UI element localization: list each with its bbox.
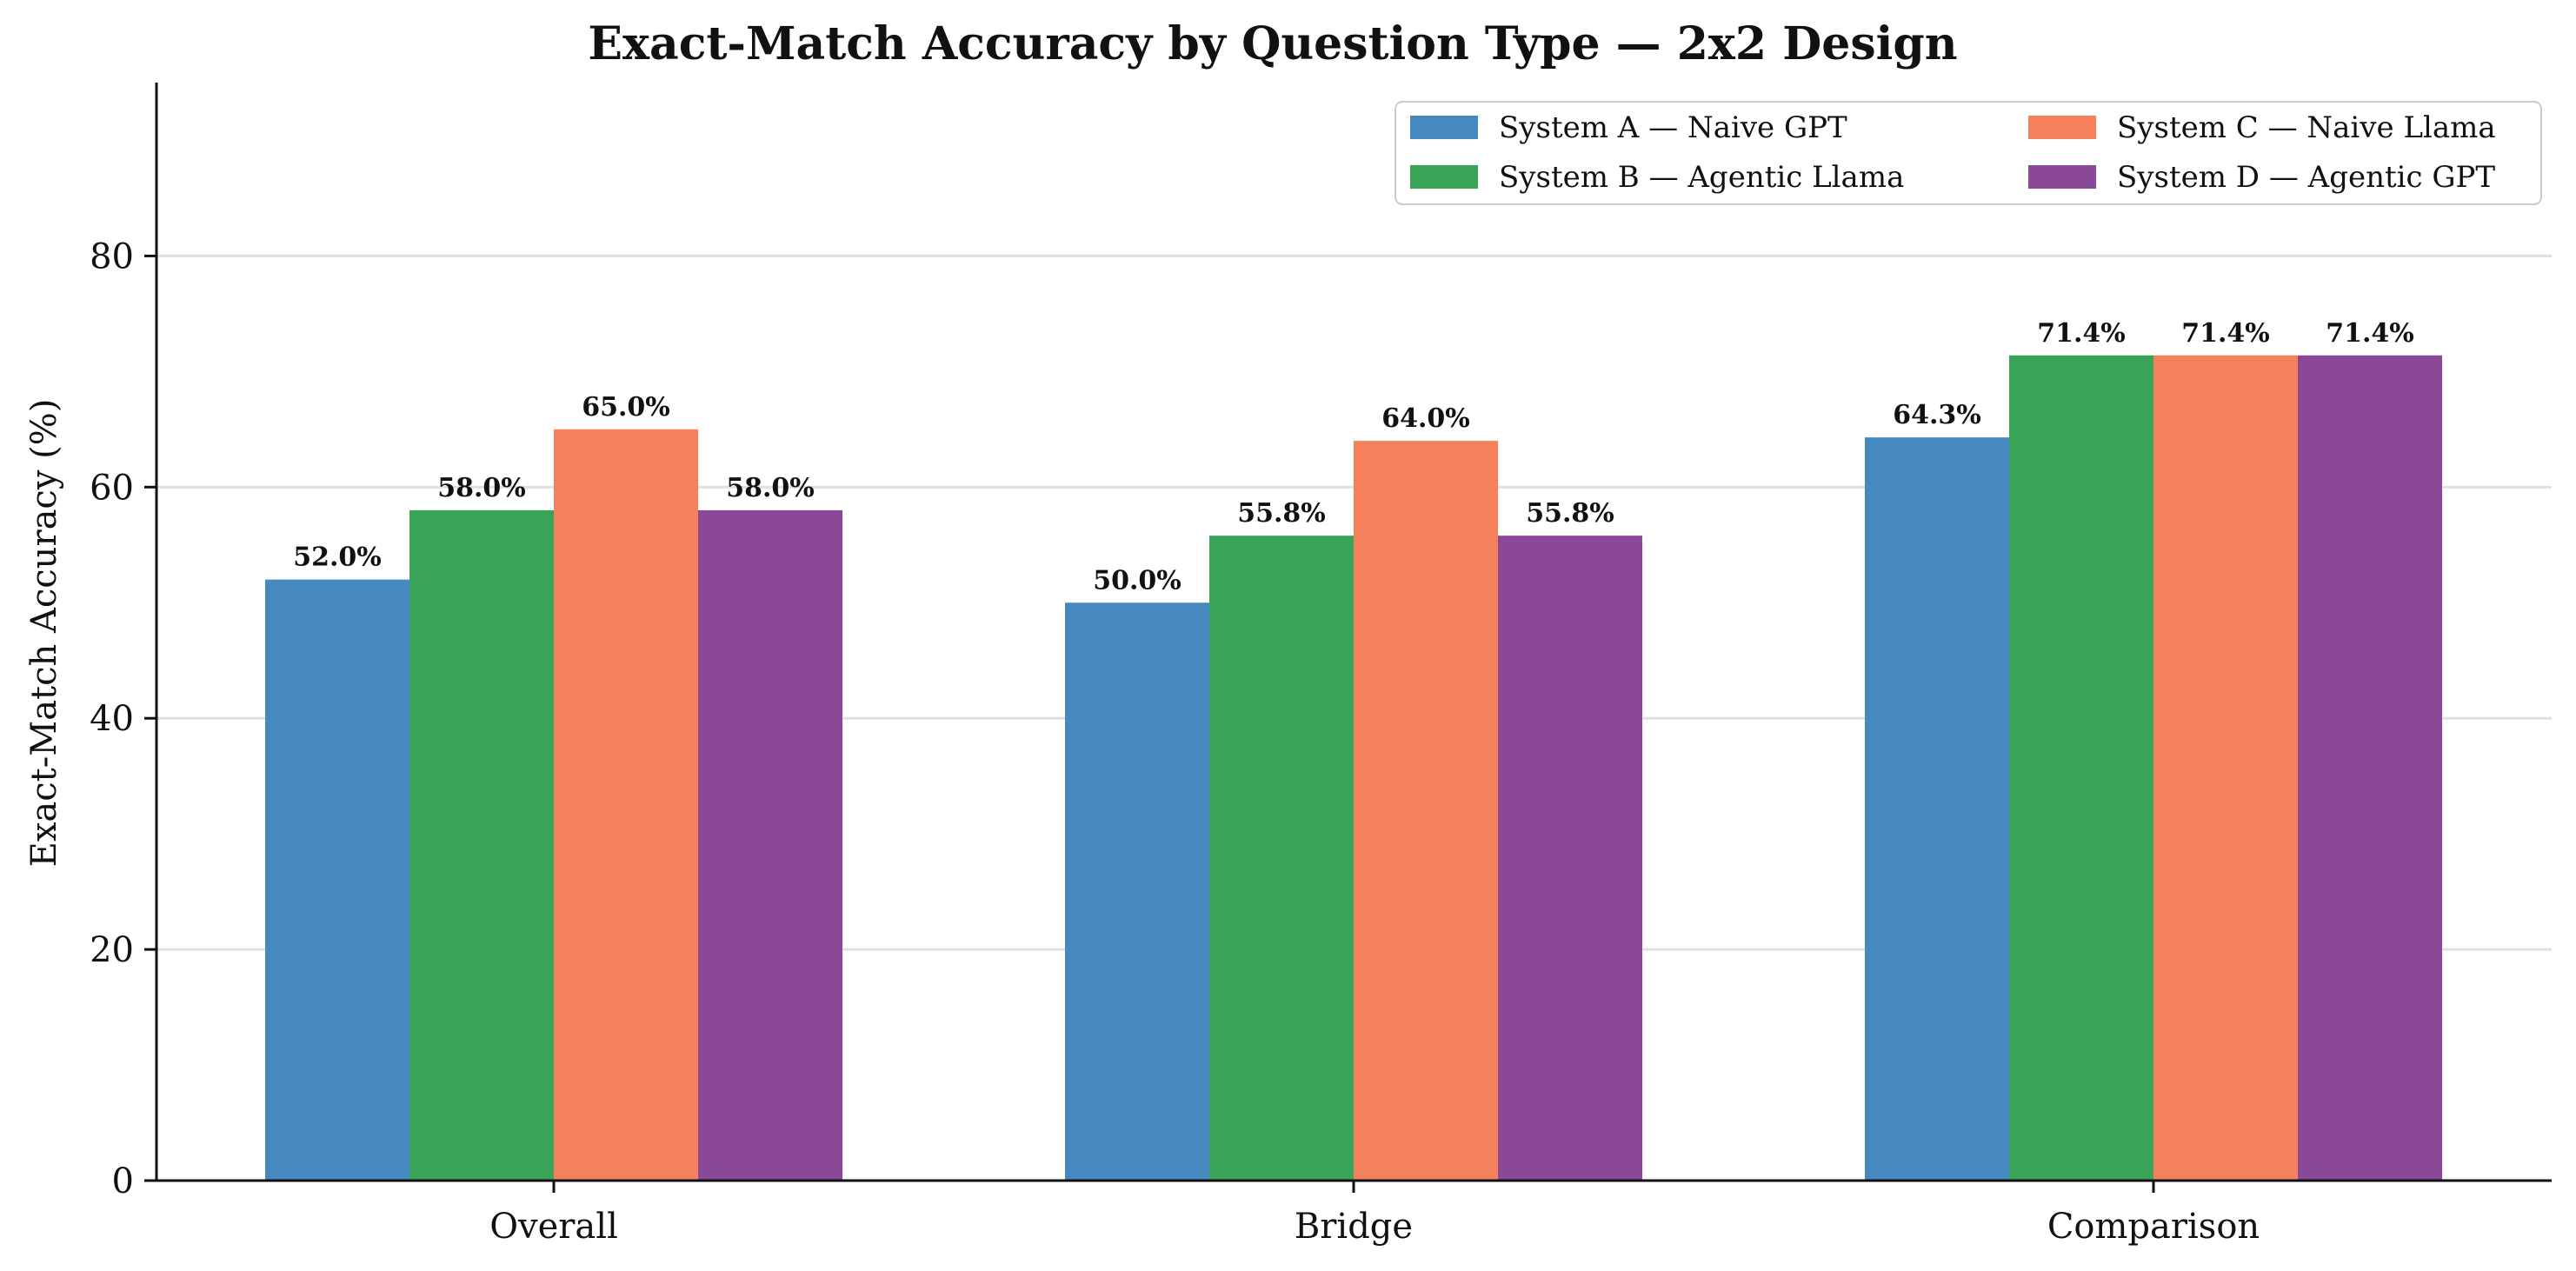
legend-label: System D — Agentic GPT [2117,160,2495,195]
y-tick-labels: 0 20 40 60 80 [90,236,156,1201]
data-label: 50.0% [1093,565,1181,596]
data-label: 71.4% [2181,318,2270,349]
y-axis-label: Exact-Match Accuracy (%) [24,399,64,868]
data-label: 55.8% [1237,498,1326,529]
data-label: 58.0% [437,473,526,503]
y-tick-label: 80 [90,236,134,276]
legend-swatch [1410,116,1478,139]
data-label: 58.0% [726,473,815,503]
legend: System A — Naive GPT System B — Agentic L… [1395,101,2542,205]
legend-frame [1395,101,2542,205]
bar-overall-system-d-agentic-gpt [698,509,842,1181]
y-tick-label: 0 [112,1161,134,1201]
data-label: 55.8% [1526,498,1614,529]
bar-comparison-system-b-agentic-llama [2009,355,2153,1181]
x-tick-label-bridge: Bridge [1295,1207,1413,1247]
x-tick-label-overall: Overall [489,1207,618,1247]
bar-bridge-system-c-naive-llama [1354,441,1498,1181]
legend-swatch [2028,165,2096,189]
bar-overall-system-c-naive-llama [554,429,698,1181]
legend-label: System C — Naive Llama [2117,110,2496,145]
data-label: 64.0% [1381,403,1470,434]
chart-title: Exact-Match Accuracy by Question Type — … [588,17,1957,70]
x-tick-label-comparison: Comparison [2047,1207,2260,1247]
bar-bridge-system-b-agentic-llama [1209,536,1354,1181]
legend-label: System B — Agentic Llama [1499,160,1904,195]
bar-comparison-system-a-naive-gpt [1865,437,2009,1181]
bar-bridge-system-d-agentic-gpt [1498,536,1642,1181]
bar-comparison-system-c-naive-llama [2153,355,2298,1181]
data-label: 52.0% [293,542,382,573]
legend-swatch [1410,165,1478,189]
data-labels: 52.0% 58.0% 65.0% 58.0% 50.0% 55.8% 64.0% 55.8%… [293,318,2414,596]
y-tick-label: 40 [90,699,134,739]
data-label: 65.0% [582,392,670,423]
bar-bridge-system-a-naive-gpt [1065,602,1209,1181]
data-label: 71.4% [2037,318,2126,349]
bar-comparison-system-d-agentic-gpt [2298,355,2442,1181]
data-label: 71.4% [2326,318,2414,349]
x-tick-labels: Overall Bridge Comparison [489,1181,2260,1247]
bar-overall-system-a-naive-gpt [265,579,409,1181]
data-label: 64.3% [1893,400,1981,430]
legend-label: System A — Naive GPT [1499,110,1847,145]
legend-swatch [2028,116,2096,139]
y-tick-label: 60 [90,468,134,508]
y-tick-label: 20 [90,930,134,970]
bar-overall-system-b-agentic-llama [409,509,554,1181]
bars [265,355,2442,1181]
